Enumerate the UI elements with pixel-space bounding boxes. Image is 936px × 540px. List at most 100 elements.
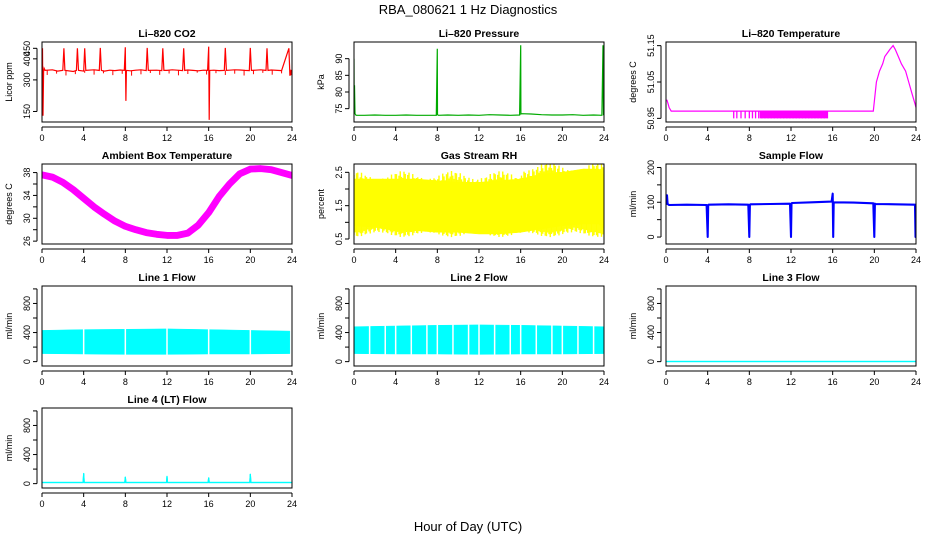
plot-frame: [41, 41, 293, 123]
x-tick-label: 8: [123, 133, 128, 143]
x-tick-label: 8: [747, 255, 752, 265]
y-tick-label: 200: [646, 160, 656, 175]
y-tick-label: 80: [334, 87, 344, 97]
plot-area: [354, 286, 604, 366]
y-tick-label: 85: [334, 70, 344, 80]
y-tick-label: 2.5: [334, 166, 344, 179]
x-tick-label: 8: [123, 499, 128, 509]
x-tick-label: 0: [663, 255, 668, 265]
data-line: [666, 44, 916, 112]
x-tick-label: 20: [245, 499, 255, 509]
plot-frame: [353, 41, 605, 123]
y-axis-label: percent: [316, 188, 326, 219]
y-tick-label: 800: [22, 296, 32, 311]
x-tick-label: 4: [705, 133, 710, 143]
y-tick-label: 0: [22, 359, 32, 364]
x-tick-label: 4: [393, 133, 398, 143]
y-tick-label: 51.05: [646, 71, 656, 94]
plot-area: [42, 472, 292, 484]
x-tick-label: 12: [474, 255, 484, 265]
x-tick-label: 12: [474, 377, 484, 387]
x-tick-label: 20: [869, 133, 879, 143]
x-tick-label: 24: [599, 133, 609, 143]
x-tick-label: 12: [162, 255, 172, 265]
x-tick-label: 16: [828, 133, 838, 143]
panel-sample_flow: Sample Flow 0 4 8 12 16 20 24 0 100 200 ml/min: [628, 150, 921, 265]
plot-area: [42, 165, 292, 239]
x-tick-label: 0: [351, 377, 356, 387]
x-tick-label: 24: [599, 377, 609, 387]
panel-title: Line 4 (LT) Flow: [127, 394, 207, 406]
y-axis-label: Licor ppm: [4, 62, 14, 102]
x-tick-label: 20: [557, 255, 567, 265]
y-tick-label: 300: [22, 72, 32, 87]
figure-title: RBA_080621 1 Hz Diagnostics: [379, 2, 558, 17]
panel-pressure: Li–820 Pressure 0 4 8 12 16 20 24 75 80 85 90 kPa: [316, 28, 609, 143]
y-axis-label: ml/min: [628, 191, 638, 218]
plot-frame: [665, 163, 917, 245]
x-tick-label: 4: [393, 255, 398, 265]
data-line: [42, 167, 292, 236]
x-tick-label: 12: [786, 133, 796, 143]
panel-line2_flow: Line 2 Flow 0 4 8 12 16 20 24 0 400 800 ml/min: [316, 272, 609, 387]
y-tick-label: 400: [22, 51, 32, 66]
y-axis-label: degrees C: [4, 183, 14, 225]
x-tick-label: 16: [204, 255, 214, 265]
data-line: [666, 193, 916, 238]
x-tick-label: 8: [747, 377, 752, 387]
panel-title: Li–820 Pressure: [439, 28, 520, 40]
panel-line1_flow: Line 1 Flow 0 4 8 12 16 20 24 0 400 800 ml/min: [4, 272, 297, 387]
x-tick-label: 4: [705, 377, 710, 387]
x-tick-label: 12: [162, 499, 172, 509]
x-tick-label: 20: [557, 377, 567, 387]
y-axis-label: ml/min: [4, 313, 14, 340]
y-tick-label: 400: [22, 447, 32, 462]
x-tick-label: 12: [786, 255, 796, 265]
x-tick-label: 12: [474, 133, 484, 143]
x-tick-label: 8: [435, 255, 440, 265]
data-block: [759, 111, 828, 119]
x-tick-label: 24: [911, 255, 921, 265]
plot-frame: [41, 407, 293, 489]
x-tick-label: 16: [828, 377, 838, 387]
x-tick-label: 0: [663, 377, 668, 387]
x-tick-label: 8: [747, 133, 752, 143]
plot-area: [42, 46, 292, 120]
panel-gas_rh: Gas Stream RH 0 4 8 12 16 20 24 0.5 1.5 2.5 percent: [316, 150, 609, 265]
panel-ambient_temp: Ambient Box Temperature 0 4 8 12 16 20 24 26 30 34…: [4, 150, 297, 265]
x-tick-label: 8: [123, 377, 128, 387]
y-tick-label: 50.95: [646, 107, 656, 130]
y-tick-label: 400: [334, 325, 344, 340]
x-tick-label: 16: [516, 255, 526, 265]
x-tick-label: 4: [81, 255, 86, 265]
x-tick-label: 24: [287, 133, 297, 143]
y-tick-label: 90: [334, 54, 344, 64]
data-line: [42, 46, 292, 120]
y-tick-label: 450: [22, 41, 32, 56]
x-tick-label: 0: [351, 133, 356, 143]
x-tick-label: 24: [287, 377, 297, 387]
x-tick-label: 8: [435, 377, 440, 387]
x-tick-label: 4: [81, 133, 86, 143]
y-tick-label: 800: [334, 296, 344, 311]
x-tick-label: 16: [204, 499, 214, 509]
y-tick-label: 0: [646, 235, 656, 240]
x-tick-label: 4: [81, 499, 86, 509]
x-tick-label: 8: [123, 255, 128, 265]
y-tick-label: 75: [334, 104, 344, 114]
y-axis-label: ml/min: [4, 435, 14, 462]
x-tick-label: 16: [204, 377, 214, 387]
panel-line4_flow: Line 4 (LT) Flow 0 4 8 12 16 20 24 0 400 800 ml/min: [4, 394, 297, 509]
data-line: [354, 45, 604, 116]
plot-frame: [665, 285, 917, 367]
x-tick-label: 0: [351, 255, 356, 265]
panel-title: Line 2 Flow: [450, 272, 508, 284]
y-tick-label: 800: [646, 296, 656, 311]
x-tick-label: 20: [245, 255, 255, 265]
plot-frame: [353, 163, 605, 245]
x-tick-label: 8: [435, 133, 440, 143]
x-tick-label: 24: [287, 255, 297, 265]
x-tick-label: 0: [39, 377, 44, 387]
